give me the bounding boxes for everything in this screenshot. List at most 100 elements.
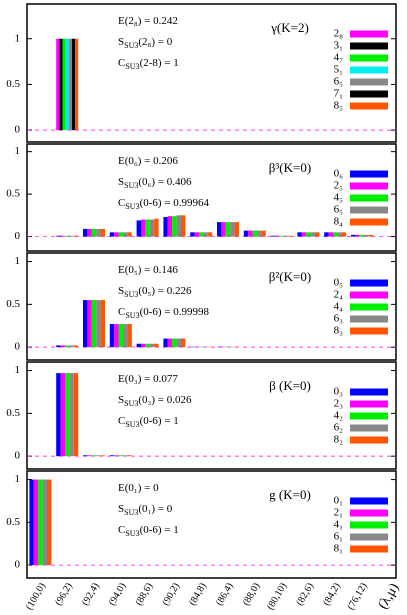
annotation-part: (0₅) = 0.226 — [138, 285, 192, 297]
annotation-part: (2-8) = 1 — [140, 57, 179, 69]
bar — [65, 373, 70, 457]
y-tick-label: 0 — [15, 230, 21, 242]
bar — [167, 216, 173, 237]
y-tick-label: 0.5 — [6, 188, 20, 200]
bar — [149, 343, 155, 348]
legend-label: 0₃ — [334, 386, 344, 398]
bar — [114, 324, 119, 348]
bar — [118, 324, 123, 348]
annotation-part: SU3 — [125, 311, 139, 320]
bar — [60, 235, 65, 237]
annotation-part: E(2₈) = 0.242 — [118, 15, 178, 27]
bar — [33, 479, 39, 566]
annotation: E(2₈) = 0.242 — [118, 15, 178, 27]
legend-label: 0₅ — [334, 277, 344, 289]
annotation-part: SU3 — [125, 420, 139, 429]
legend-swatch — [350, 545, 388, 553]
x-tick-label: (88,6) — [134, 581, 156, 607]
annotation: SSU3(0₁) = 0 — [118, 503, 173, 517]
bar — [56, 373, 61, 457]
bar — [217, 222, 222, 237]
bar — [364, 234, 369, 237]
annotation-part: C — [118, 524, 125, 536]
annotation-part: C — [118, 415, 125, 427]
bar — [47, 479, 52, 566]
legend-swatch — [350, 78, 388, 86]
bar — [69, 345, 74, 348]
bar — [91, 300, 97, 348]
bar — [109, 324, 115, 348]
bar — [65, 38, 69, 131]
bar — [73, 235, 79, 237]
legend-label: 8₄ — [334, 216, 344, 228]
bar — [310, 232, 315, 237]
bar — [181, 338, 186, 348]
bar — [38, 479, 43, 566]
panel-frame — [26, 470, 397, 579]
bar — [60, 373, 65, 457]
annotation: SSU3(0₆) = 0.406 — [118, 176, 192, 190]
legend-swatch — [350, 291, 388, 299]
bar — [154, 343, 159, 348]
legend-swatch — [350, 436, 388, 444]
annotation-part: SU3 — [125, 202, 139, 211]
legend-label: 6₂ — [334, 422, 344, 434]
bar — [127, 455, 132, 457]
legend-swatch — [350, 90, 388, 98]
bar — [230, 222, 235, 237]
bar — [118, 455, 123, 457]
annotation-part: S — [118, 285, 124, 297]
legend-label: 0₁ — [334, 495, 344, 507]
bar — [114, 455, 119, 457]
annotation: CSU3(0-6) = 0.99998 — [118, 306, 210, 320]
bar — [136, 343, 141, 348]
legend-swatch — [350, 521, 388, 529]
bar — [109, 455, 115, 457]
y-tick-label: 1 — [15, 364, 21, 376]
bar — [328, 232, 333, 237]
bar — [181, 215, 186, 237]
bar — [194, 232, 199, 237]
bar — [297, 232, 302, 237]
bar — [100, 228, 105, 237]
annotation-part: (0₃) = 0.026 — [138, 394, 192, 406]
bar — [91, 455, 97, 457]
bar — [234, 222, 239, 237]
x-tick-label: (82,6) — [294, 581, 316, 607]
legend-label: 4₅ — [334, 192, 344, 204]
annotation-part: S — [118, 503, 124, 515]
legend-label: 8₅ — [334, 100, 344, 112]
legend-swatch — [350, 400, 388, 408]
legend-label: 6₃ — [334, 313, 344, 325]
x-tick-label: (100,0) — [24, 581, 48, 612]
annotation-part: C — [118, 306, 125, 318]
legend-label: 4₄ — [334, 301, 344, 313]
legend-swatch — [350, 42, 388, 50]
legend-label: 6₁ — [334, 531, 344, 543]
panel-label: β³(K=0) — [269, 160, 311, 175]
annotation-part: (0-6) = 1 — [140, 415, 179, 427]
panel-frame — [26, 3, 397, 143]
bar — [96, 300, 101, 348]
bar — [261, 230, 266, 237]
bar — [275, 235, 280, 237]
legend-label: 6₅ — [334, 76, 344, 88]
bar — [59, 38, 63, 131]
bar — [96, 455, 101, 457]
bar — [73, 373, 79, 457]
bar — [136, 220, 141, 237]
annotation-part: E(0₅) = 0.146 — [118, 264, 178, 276]
annotation: E(0₆) = 0.206 — [118, 155, 178, 167]
bar — [355, 234, 360, 237]
legend-swatch — [350, 66, 388, 74]
bar — [252, 230, 257, 237]
annotation-part: (0₆) = 0.406 — [138, 176, 192, 188]
y-tick-label: 0 — [15, 124, 21, 136]
bar — [56, 38, 60, 131]
bar — [118, 232, 123, 237]
annotation-part: S — [118, 394, 124, 406]
y-tick-label: 1 — [15, 145, 21, 157]
annotation: CSU3(0-6) = 1 — [118, 524, 179, 538]
annotation: CSU3(0-6) = 0.99964 — [118, 197, 210, 211]
